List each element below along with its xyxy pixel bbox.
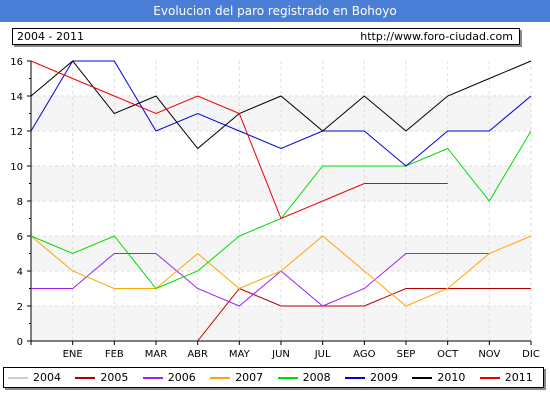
x-tick-label: ENE xyxy=(63,349,83,360)
info-box: 2004 - 2011 http://www.foro-ciudad.com xyxy=(12,28,520,45)
y-tick-label: 8 xyxy=(17,197,23,208)
plot-band xyxy=(31,306,531,341)
y-tick-label: 4 xyxy=(17,267,23,278)
chart-title: Evolucion del paro registrado en Bohoyo xyxy=(0,0,550,22)
series-line-2011 xyxy=(30,60,448,220)
legend-label: 2008 xyxy=(302,371,331,384)
legend-label: 2007 xyxy=(235,371,264,384)
legend: 2004 2005 2006 2007 2008 2009 2010 2011 xyxy=(3,367,544,388)
x-tick-label: JUN xyxy=(271,349,290,360)
x-tick-label: MAY xyxy=(229,349,251,360)
series-line-2006 xyxy=(31,253,490,307)
legend-item-2007: 2007 xyxy=(206,368,273,387)
x-tick-label: DIC xyxy=(522,349,540,360)
legend-swatch xyxy=(277,377,298,379)
legend-swatch xyxy=(210,377,231,379)
y-tick-label: 16 xyxy=(10,57,23,68)
legend-label: 2011 xyxy=(504,371,533,384)
y-tick-label: 2 xyxy=(17,302,23,313)
legend-item-2008: 2008 xyxy=(274,368,341,387)
x-tick-label: NOV xyxy=(478,349,500,360)
x-tick-label: JUL xyxy=(314,349,331,360)
y-tick-label: 10 xyxy=(10,162,23,173)
legend-swatch xyxy=(8,377,28,379)
series-lines xyxy=(30,60,532,342)
legend-swatch xyxy=(345,377,365,379)
legend-swatch xyxy=(75,377,96,379)
series-line-2010 xyxy=(30,60,532,150)
x-tick-label: OCT xyxy=(437,349,459,360)
plot-band xyxy=(31,96,531,131)
legend-swatch xyxy=(412,377,433,379)
x-tick-label: ABR xyxy=(187,349,208,360)
legend-swatch xyxy=(142,377,163,379)
legend-item-2005: 2005 xyxy=(71,368,138,387)
x-tick-label: AGO xyxy=(353,349,375,360)
legend-item-2011: 2011 xyxy=(476,368,543,387)
legend-label: 2004 xyxy=(33,371,61,384)
source-url[interactable]: http://www.foro-ciudad.com xyxy=(360,30,513,43)
legend-label: 2009 xyxy=(370,371,398,384)
legend-item-2009: 2009 xyxy=(341,368,408,387)
year-range: 2004 - 2011 xyxy=(17,30,84,43)
y-tick-label: 6 xyxy=(17,232,23,243)
legend-label: 2005 xyxy=(100,371,129,384)
x-tick-label: SEP xyxy=(397,349,416,360)
legend-swatch xyxy=(479,377,500,379)
legend-label: 2006 xyxy=(167,371,196,384)
y-tick-label: 12 xyxy=(10,127,23,138)
legend-item-2004: 2004 xyxy=(4,368,71,387)
x-tick-label: MAR xyxy=(145,349,167,360)
axis-ticks: 0 2 4 6 8 10 12 14 16 ENE FEB MAR ABR MAY JUN JUL AGO SEP… xyxy=(10,57,540,360)
legend-label: 2010 xyxy=(437,371,466,384)
y-tick-label: 14 xyxy=(10,92,23,103)
series-line-2009 xyxy=(30,60,532,167)
y-tick-label: 0 xyxy=(17,337,23,348)
x-tick-label: FEB xyxy=(105,349,124,360)
series-line-2007 xyxy=(30,235,532,307)
legend-item-2010: 2010 xyxy=(408,368,475,387)
legend-item-2006: 2006 xyxy=(139,368,206,387)
